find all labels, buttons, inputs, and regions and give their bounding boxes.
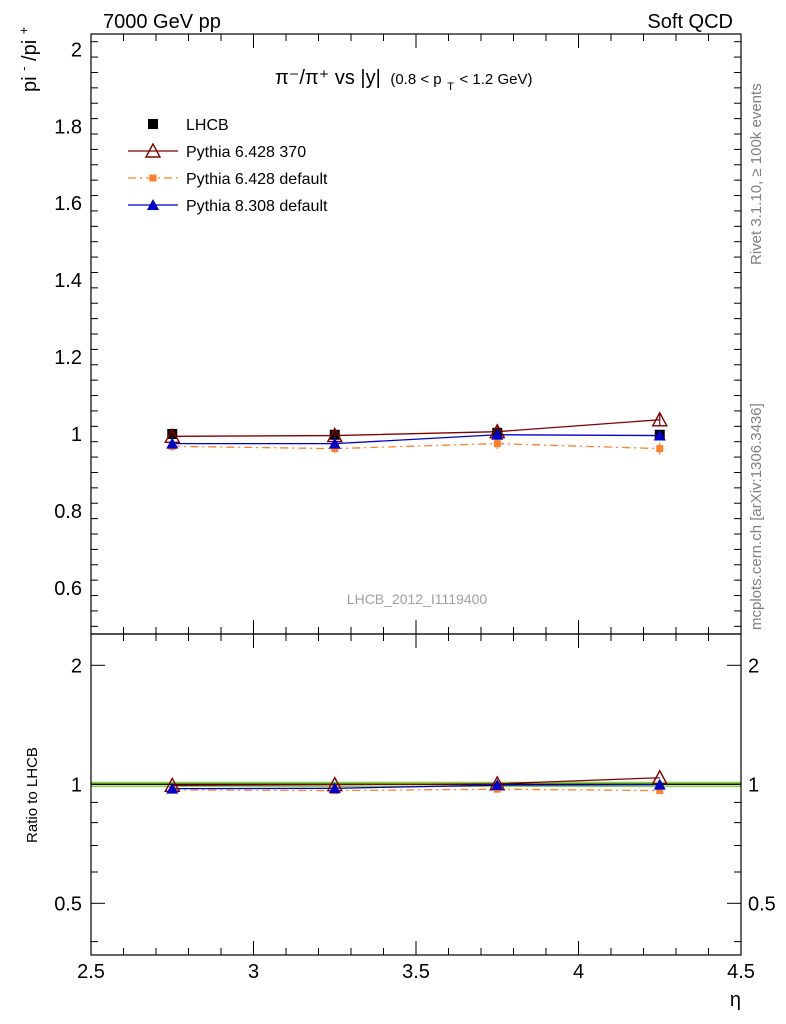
chart-title: π⁻/π⁺ vs |y| (0.8 < p T < 1.2 GeV) [275,67,532,95]
legend: LHCB Pythia 6.428 370 Pythia 6.428 default… [128,117,328,215]
y-tick-label: 1.4 [54,270,82,292]
mcplots-label: mcplots.cern.ch [arXiv:1306.3436] [748,403,765,630]
ratio-data-point [166,782,179,794]
x-tick-label: 3 [248,961,259,983]
x-tick-label: 2.5 [77,961,105,983]
y-tick-label: 1.6 [54,193,82,215]
ratio-y-tick-label: 2 [71,655,82,677]
ratio-series-line [172,788,660,792]
x-tick-label: 3.5 [402,961,430,983]
y-tick-label: 0.8 [54,501,82,523]
ratio-series-line [172,783,660,790]
ratio-series-line [172,777,660,786]
ratio-y-tick-label-right: 1 [748,774,759,796]
ratio-frame [90,633,742,956]
ratio-y-tick-label-right: 2 [748,655,759,677]
legend-marker [147,199,159,210]
legend-label: Pythia 8.308 default [186,198,328,215]
main-series-line [172,434,660,445]
y-tick-label: 2 [71,39,82,61]
y-tick-label: 1.8 [54,116,82,138]
legend-marker [149,174,157,182]
chart-title-subscript: T [447,81,454,93]
category-label: Soft QCD [647,11,733,33]
main-data-point [491,428,504,440]
ratio-y-tick-label-right: 0.5 [748,893,776,915]
ratio-ylabel: Ratio to LHCB [24,747,41,843]
x-tick-label: 4 [573,961,584,983]
main-data-point [653,429,666,441]
main-data-point [493,440,501,448]
xaxis-label: η [730,989,741,1011]
x-tick-label: 4.5 [727,961,755,983]
ratio-data-point [656,787,664,795]
top-ylabel-mid: /pi [19,40,41,61]
ratio-data-point [653,778,666,790]
chart-title-sub-end: < 1.2 GeV) [460,71,533,88]
ratio-data-point [491,779,504,791]
main-data-point [166,437,179,449]
analysis-watermark: LHCB_2012_I1119400 [347,591,488,607]
y-tick-label: 1.2 [54,347,82,369]
legend-marker [144,142,162,158]
legend-label: Pythia 6.428 default [186,171,328,188]
top-ylabel-sup1: - [16,67,31,71]
ratio-y-tick-label: 0.5 [54,893,82,915]
top-ylabel-base: pi [19,76,41,92]
chart-title-main: π⁻/π⁺ vs |y| [275,67,381,89]
y-tick-label: 1 [71,424,82,446]
top-ylabel-sup2: + [16,27,31,35]
main-data-point [656,445,664,453]
main-data-point [651,411,668,427]
rivet-version-label: Rivet 3.1.10, ≥ 100k events [748,83,765,265]
chart-title-sub: (0.8 < p [390,71,441,88]
legend-label: LHCB [186,117,229,134]
top-ylabel: pi - /pi + [11,27,41,92]
main-series-line [172,442,660,450]
energy-label: 7000 GeV pp [103,11,221,33]
ratio-panel: 2.5 3 3.5 4 4.5 0.5 0.5 1 1 2 2 [54,633,776,983]
ratio-data-point [328,782,341,794]
legend-label: Pythia 6.428 370 [186,144,306,161]
ratio-y-tick-label: 1 [71,774,82,796]
main-data-point [328,437,341,449]
y-tick-label: 0.6 [54,578,82,600]
legend-marker [148,119,158,129]
main-panel: 0.6 0.8 1 1.2 1.4 1.6 1.8 2 [54,33,742,648]
main-series-line [172,419,660,437]
